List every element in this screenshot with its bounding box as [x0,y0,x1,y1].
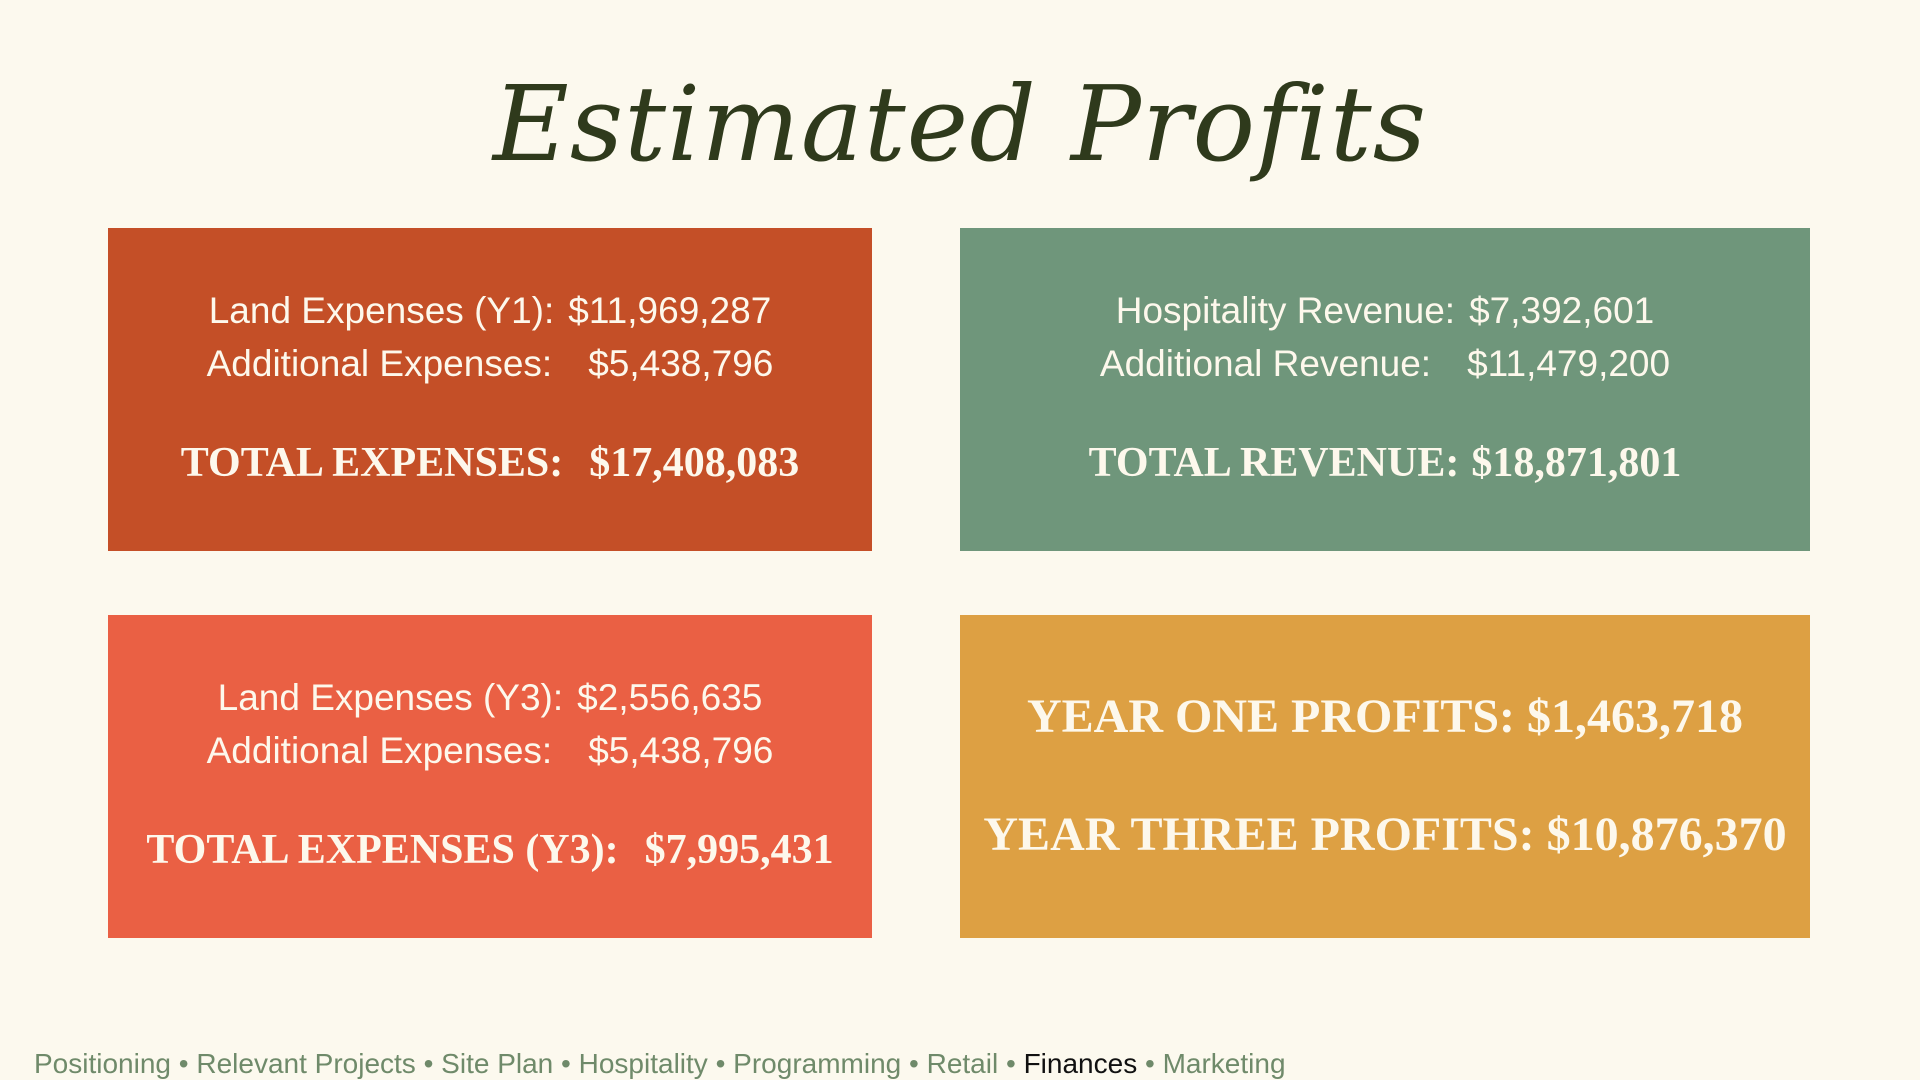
year-one-profits-value: $1,463,718 [1527,690,1744,743]
hospitality-revenue-value: $7,392,601 [1469,290,1655,331]
total-expenses-y1-label: TOTAL EXPENSES: [180,440,564,486]
footer-nav-item-hospitality[interactable]: Hospitality [578,1048,708,1079]
land-expenses-y3-label: Land Expenses (Y3): [217,677,564,718]
footer-separator: • [553,1048,579,1079]
additional-expenses-y3-row: Additional Expenses: $5,438,796 [108,724,872,777]
additional-expenses-y1-value: $5,438,796 [588,343,774,384]
total-expenses-y1-value: $17,408,083 [589,440,800,486]
additional-revenue-value: $11,479,200 [1467,343,1671,384]
footer-separator: • [1137,1048,1163,1079]
total-expenses-y3-row: TOTAL EXPENSES (Y3): $7,995,431 [108,825,872,875]
year-three-profits-row: YEAR THREE PROFITS: $10,876,370 [960,807,1810,863]
year-three-profits-label: YEAR THREE PROFITS: [983,808,1535,861]
total-revenue-label: TOTAL REVENUE: [1088,440,1460,486]
hospitality-revenue-label: Hospitality Revenue: [1115,290,1456,331]
page-title: Estimated Profits [492,63,1428,185]
total-revenue-row: TOTAL REVENUE: $18,871,801 [960,438,1810,488]
additional-revenue-label: Additional Revenue: [1099,343,1432,384]
year-three-profits-value: $10,876,370 [1546,808,1787,861]
additional-expenses-y3-label: Additional Expenses: [206,730,553,771]
land-expenses-y1-label: Land Expenses (Y1): [208,290,555,331]
additional-expenses-y3-value: $5,438,796 [588,730,774,771]
footer-separator: • [170,1048,197,1079]
footer-nav-item-relevant-projects[interactable]: Relevant Projects [196,1048,416,1079]
footer-nav-item-finances[interactable]: Finances [1023,1048,1138,1079]
additional-expenses-y1-row: Additional Expenses: $5,438,796 [108,337,872,390]
land-expenses-y3-row: Land Expenses (Y3): $2,556,635 [108,671,872,724]
footer-nav-item-positioning[interactable]: Positioning [34,1048,171,1079]
total-revenue-value: $18,871,801 [1471,440,1682,486]
footer-nav-item-marketing[interactable]: Marketing [1162,1048,1286,1079]
total-expenses-y3-value: $7,995,431 [644,827,834,873]
footer-nav-item-programming[interactable]: Programming [733,1048,902,1079]
profits-card: YEAR ONE PROFITS: $1,463,718 YEAR THREE … [960,615,1810,938]
footer-separator: • [707,1048,734,1079]
footer-nav: Positioning • Relevant Projects • Site P… [34,1048,1286,1080]
land-expenses-y3-card: Land Expenses (Y3): $2,556,635 Additional… [108,615,872,938]
land-expenses-y3-value: $2,556,635 [577,677,763,718]
land-expenses-y1-row: Land Expenses (Y1): $11,969,287 [108,284,872,337]
year-one-profits-row: YEAR ONE PROFITS: $1,463,718 [960,615,1810,745]
total-expenses-y3-label: TOTAL EXPENSES (Y3): [146,827,619,873]
footer-separator: • [901,1048,927,1079]
footer-nav-item-retail[interactable]: Retail [926,1048,999,1079]
revenue-card: Hospitality Revenue: $7,392,601 Additiona… [960,228,1810,551]
footer-separator: • [998,1048,1024,1079]
footer-separator: • [415,1048,442,1079]
land-expenses-y1-card: Land Expenses (Y1): $11,969,287 Additiona… [108,228,872,551]
footer-nav-item-site-plan[interactable]: Site Plan [441,1048,554,1079]
total-expenses-y1-row: TOTAL EXPENSES: $17,408,083 [108,438,872,488]
hospitality-revenue-row: Hospitality Revenue: $7,392,601 [960,284,1810,337]
land-expenses-y1-value: $11,969,287 [568,290,772,331]
additional-expenses-y1-label: Additional Expenses: [206,343,553,384]
additional-revenue-row: Additional Revenue: $11,479,200 [960,337,1810,390]
year-one-profits-label: YEAR ONE PROFITS: [1026,690,1516,743]
